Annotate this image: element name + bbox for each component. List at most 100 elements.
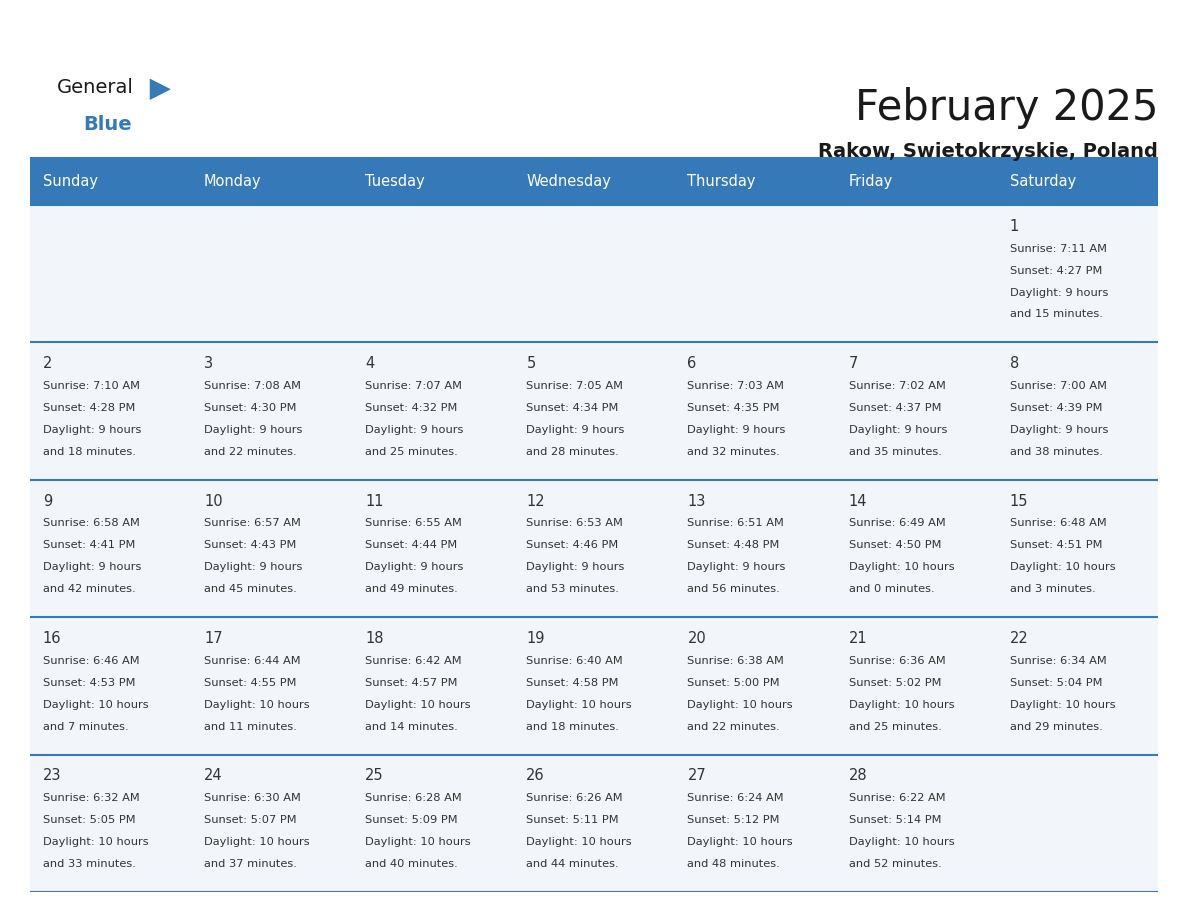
Text: 5: 5 bbox=[526, 356, 536, 371]
Text: Daylight: 9 hours: Daylight: 9 hours bbox=[43, 563, 141, 572]
Text: Daylight: 10 hours: Daylight: 10 hours bbox=[43, 837, 148, 847]
Bar bbox=[30, 342, 191, 480]
Text: and 33 minutes.: and 33 minutes. bbox=[43, 859, 135, 869]
Text: Sunrise: 7:03 AM: Sunrise: 7:03 AM bbox=[688, 381, 784, 391]
Text: and 14 minutes.: and 14 minutes. bbox=[365, 722, 457, 732]
Text: and 25 minutes.: and 25 minutes. bbox=[365, 447, 457, 457]
Text: 4: 4 bbox=[365, 356, 374, 371]
Text: Sunrise: 6:26 AM: Sunrise: 6:26 AM bbox=[526, 793, 623, 803]
Text: Sunset: 4:58 PM: Sunset: 4:58 PM bbox=[526, 677, 619, 688]
Text: Sunrise: 7:11 AM: Sunrise: 7:11 AM bbox=[1010, 243, 1107, 253]
Text: Sunrise: 6:55 AM: Sunrise: 6:55 AM bbox=[365, 519, 462, 529]
Text: and 45 minutes.: and 45 minutes. bbox=[204, 584, 297, 594]
Text: Daylight: 10 hours: Daylight: 10 hours bbox=[1010, 563, 1116, 572]
Text: Sunrise: 6:32 AM: Sunrise: 6:32 AM bbox=[43, 793, 140, 803]
Text: Daylight: 10 hours: Daylight: 10 hours bbox=[204, 700, 310, 710]
Bar bbox=[675, 342, 835, 480]
Bar bbox=[353, 205, 513, 342]
Text: Daylight: 10 hours: Daylight: 10 hours bbox=[848, 837, 954, 847]
Text: Sunset: 4:44 PM: Sunset: 4:44 PM bbox=[365, 541, 457, 550]
Bar bbox=[30, 755, 191, 892]
Bar bbox=[513, 755, 675, 892]
Text: Daylight: 9 hours: Daylight: 9 hours bbox=[526, 425, 625, 435]
Text: 26: 26 bbox=[526, 768, 545, 783]
Text: and 42 minutes.: and 42 minutes. bbox=[43, 584, 135, 594]
Text: Daylight: 10 hours: Daylight: 10 hours bbox=[365, 700, 470, 710]
Bar bbox=[513, 157, 675, 205]
Bar bbox=[513, 480, 675, 617]
Text: and 11 minutes.: and 11 minutes. bbox=[204, 722, 297, 732]
Text: Sunrise: 7:10 AM: Sunrise: 7:10 AM bbox=[43, 381, 140, 391]
Text: Sunset: 4:35 PM: Sunset: 4:35 PM bbox=[688, 403, 781, 413]
Text: Blue: Blue bbox=[83, 115, 132, 134]
Bar bbox=[513, 617, 675, 755]
Text: and 7 minutes.: and 7 minutes. bbox=[43, 722, 128, 732]
Text: 27: 27 bbox=[688, 768, 706, 783]
Bar bbox=[513, 205, 675, 342]
Bar bbox=[997, 205, 1158, 342]
Bar bbox=[353, 342, 513, 480]
Text: and 35 minutes.: and 35 minutes. bbox=[848, 447, 941, 457]
Bar bbox=[675, 157, 835, 205]
Text: Daylight: 10 hours: Daylight: 10 hours bbox=[1010, 700, 1116, 710]
Text: Sunset: 4:39 PM: Sunset: 4:39 PM bbox=[1010, 403, 1102, 413]
Text: and 44 minutes.: and 44 minutes. bbox=[526, 859, 619, 869]
Bar bbox=[675, 205, 835, 342]
Text: and 3 minutes.: and 3 minutes. bbox=[1010, 584, 1095, 594]
Text: Sunrise: 6:30 AM: Sunrise: 6:30 AM bbox=[204, 793, 301, 803]
Text: Sunday: Sunday bbox=[43, 174, 97, 188]
Text: Sunset: 5:07 PM: Sunset: 5:07 PM bbox=[204, 815, 297, 825]
Text: Sunset: 4:50 PM: Sunset: 4:50 PM bbox=[848, 541, 941, 550]
Text: 6: 6 bbox=[688, 356, 696, 371]
Bar bbox=[353, 157, 513, 205]
Text: Daylight: 10 hours: Daylight: 10 hours bbox=[688, 837, 794, 847]
Bar bbox=[835, 617, 997, 755]
Text: Sunset: 4:30 PM: Sunset: 4:30 PM bbox=[204, 403, 297, 413]
Text: Sunset: 5:05 PM: Sunset: 5:05 PM bbox=[43, 815, 135, 825]
Text: Sunset: 4:34 PM: Sunset: 4:34 PM bbox=[526, 403, 619, 413]
Bar bbox=[353, 755, 513, 892]
Text: Sunrise: 7:05 AM: Sunrise: 7:05 AM bbox=[526, 381, 624, 391]
Text: Sunrise: 6:24 AM: Sunrise: 6:24 AM bbox=[688, 793, 784, 803]
Text: Sunset: 4:28 PM: Sunset: 4:28 PM bbox=[43, 403, 135, 413]
Text: Sunrise: 6:58 AM: Sunrise: 6:58 AM bbox=[43, 519, 140, 529]
Text: 19: 19 bbox=[526, 631, 545, 646]
Text: Sunrise: 6:42 AM: Sunrise: 6:42 AM bbox=[365, 655, 462, 666]
Text: Daylight: 10 hours: Daylight: 10 hours bbox=[848, 700, 954, 710]
Text: 28: 28 bbox=[848, 768, 867, 783]
Text: Daylight: 9 hours: Daylight: 9 hours bbox=[204, 425, 303, 435]
Text: and 32 minutes.: and 32 minutes. bbox=[688, 447, 781, 457]
Text: Sunrise: 6:36 AM: Sunrise: 6:36 AM bbox=[848, 655, 946, 666]
Text: Sunrise: 6:44 AM: Sunrise: 6:44 AM bbox=[204, 655, 301, 666]
Text: 23: 23 bbox=[43, 768, 62, 783]
Text: Daylight: 10 hours: Daylight: 10 hours bbox=[365, 837, 470, 847]
Text: Sunrise: 6:46 AM: Sunrise: 6:46 AM bbox=[43, 655, 139, 666]
Text: and 22 minutes.: and 22 minutes. bbox=[204, 447, 297, 457]
Text: 17: 17 bbox=[204, 631, 222, 646]
Text: Sunrise: 6:57 AM: Sunrise: 6:57 AM bbox=[204, 519, 301, 529]
Text: 21: 21 bbox=[848, 631, 867, 646]
Text: Sunset: 5:00 PM: Sunset: 5:00 PM bbox=[688, 677, 781, 688]
Bar bbox=[191, 755, 353, 892]
Bar bbox=[353, 480, 513, 617]
Text: Tuesday: Tuesday bbox=[365, 174, 425, 188]
Text: 7: 7 bbox=[848, 356, 858, 371]
Text: and 38 minutes.: and 38 minutes. bbox=[1010, 447, 1102, 457]
Text: Daylight: 9 hours: Daylight: 9 hours bbox=[365, 563, 463, 572]
Text: Daylight: 9 hours: Daylight: 9 hours bbox=[526, 563, 625, 572]
Text: and 29 minutes.: and 29 minutes. bbox=[1010, 722, 1102, 732]
Text: Sunset: 5:09 PM: Sunset: 5:09 PM bbox=[365, 815, 457, 825]
Text: Daylight: 10 hours: Daylight: 10 hours bbox=[688, 700, 794, 710]
Text: 25: 25 bbox=[365, 768, 384, 783]
Text: Sunset: 4:46 PM: Sunset: 4:46 PM bbox=[526, 541, 619, 550]
Bar bbox=[835, 755, 997, 892]
Text: 10: 10 bbox=[204, 494, 222, 509]
Text: Sunrise: 6:49 AM: Sunrise: 6:49 AM bbox=[848, 519, 946, 529]
Text: Sunrise: 7:02 AM: Sunrise: 7:02 AM bbox=[848, 381, 946, 391]
Text: Wednesday: Wednesday bbox=[526, 174, 611, 188]
Text: 16: 16 bbox=[43, 631, 62, 646]
Text: Daylight: 10 hours: Daylight: 10 hours bbox=[43, 700, 148, 710]
Text: and 0 minutes.: and 0 minutes. bbox=[848, 584, 934, 594]
Text: 14: 14 bbox=[848, 494, 867, 509]
Text: Sunset: 5:12 PM: Sunset: 5:12 PM bbox=[688, 815, 781, 825]
